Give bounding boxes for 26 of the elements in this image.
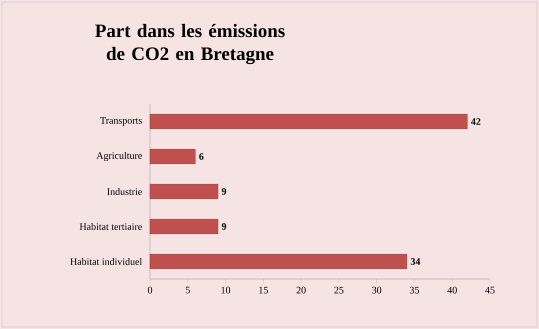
chart-title: Part dans les émissions de CO2 en Bretagne xyxy=(95,24,285,64)
data-label: 6 xyxy=(199,153,204,160)
y-tick-label: Habitat individuel xyxy=(70,258,142,265)
bar xyxy=(150,218,218,234)
y-tick-label: Industrie xyxy=(107,188,142,196)
x-tick-label: 5 xyxy=(186,286,190,294)
data-label: 9 xyxy=(222,188,226,195)
bar xyxy=(150,148,196,164)
x-tick-label: 20 xyxy=(296,286,306,294)
data-label: 34 xyxy=(410,258,420,265)
bar xyxy=(150,184,218,200)
bar xyxy=(150,114,468,130)
x-tick-label: 40 xyxy=(447,286,457,294)
x-tick-label: 25 xyxy=(334,286,344,294)
x-tick-label: 35 xyxy=(410,286,420,294)
bar xyxy=(150,254,408,270)
x-tick-label: 30 xyxy=(372,286,382,294)
data-label: 9 xyxy=(222,223,226,230)
x-tick-label: 0 xyxy=(148,286,152,294)
y-tick-label: Habitat tertiaire xyxy=(80,222,142,230)
x-tick-label: 15 xyxy=(259,286,268,294)
y-tick-label: Transports xyxy=(100,117,142,126)
x-tick-label: 45 xyxy=(485,286,495,294)
y-tick-label: Agriculture xyxy=(96,152,142,162)
data-label: 42 xyxy=(471,118,480,125)
x-tick-label: 10 xyxy=(221,286,230,294)
